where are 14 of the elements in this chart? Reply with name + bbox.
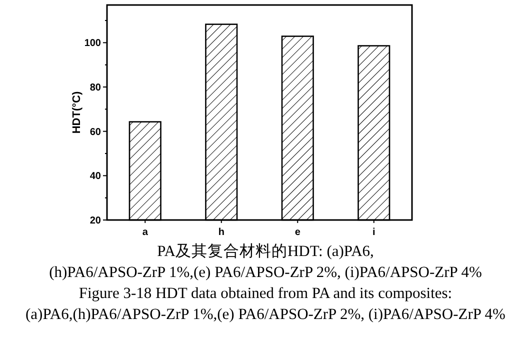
y-tick-label: 20 [90, 216, 102, 226]
y-tick-label: 80 [90, 82, 102, 94]
text: (h)PA6/APSO-ZrP 1%,(e) PA6/APSO-ZrP 2%, (i)PA6/APSO-ZrP 4% [49, 264, 482, 281]
text: PA及其复合材料的HDT: (a)PA6, [157, 242, 374, 260]
y-tick-label: 40 [90, 171, 102, 182]
x-tick-label: e [294, 227, 301, 238]
x-tick-label: i [372, 227, 376, 238]
x-tick-label: a [142, 227, 148, 238]
x-tick-label: h [218, 227, 224, 238]
y-tick-label: 100 [84, 38, 102, 50]
text: (a)PA6,(h)PA6/APSO-ZrP 1%,(e) PA6/APSO-ZrP 2%, (i)PA6/APSO-ZrP 4% [26, 306, 506, 323]
caption: Figure 3-18 HDT data obtained from PA and its composites: [78, 285, 452, 302]
y-axis-title: HDT(°C) [71, 91, 83, 134]
y-tick-label: 60 [90, 126, 102, 138]
